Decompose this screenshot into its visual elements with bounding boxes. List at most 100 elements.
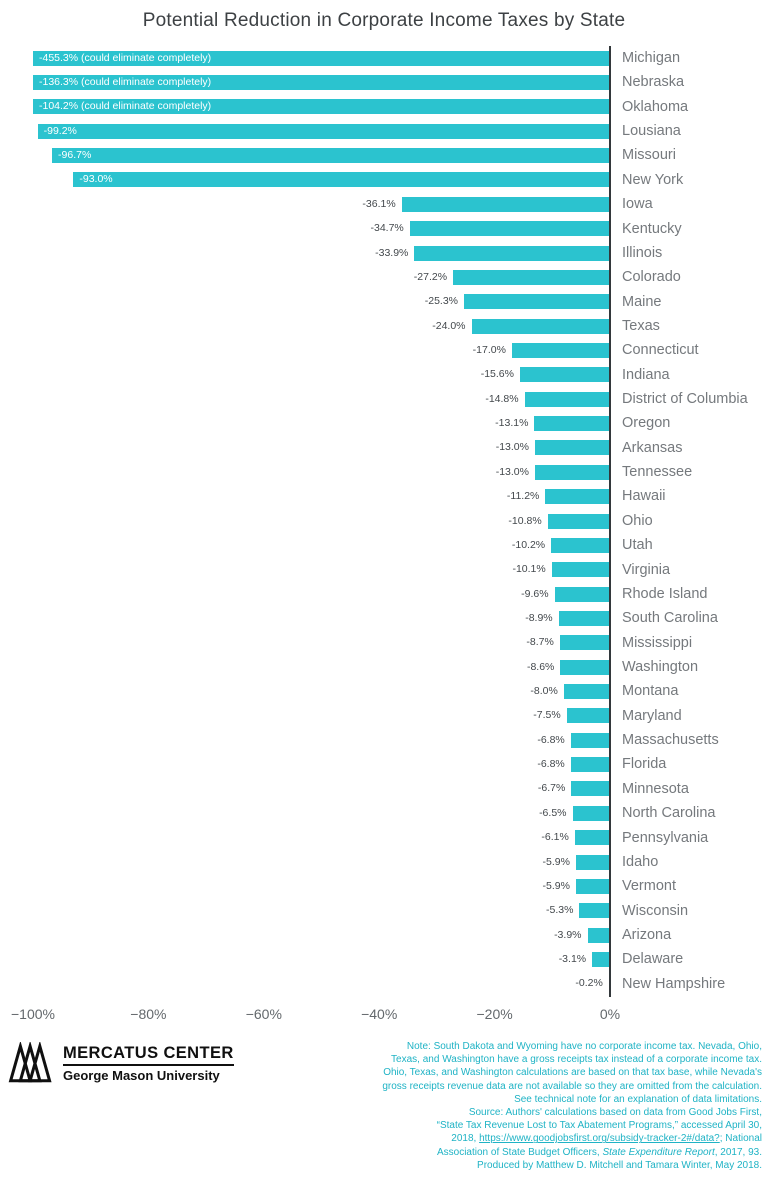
state-label: Maine: [622, 293, 662, 310]
state-label: Iowa: [622, 196, 653, 213]
note-line: Texas, and Washington have a gross recei…: [332, 1053, 762, 1066]
note-line: 2018, https://www.goodjobsfirst.org/subs…: [332, 1132, 762, 1145]
note-line: Ohio, Texas, and Washington calculations…: [332, 1066, 762, 1079]
bar: [37, 123, 610, 139]
bar-value-label: -9.6%: [521, 587, 549, 600]
chart-row: -8.9% South Carolina: [0, 606, 768, 630]
bar: [558, 610, 610, 626]
state-label: Vermont: [622, 878, 676, 895]
state-label: Mississippi: [622, 634, 693, 651]
state-label: Arkansas: [622, 439, 683, 456]
bar-value-label: -99.2%: [43, 124, 77, 137]
bar: [464, 294, 610, 310]
note-text: Source: Authors' calculations based on d…: [468, 1107, 762, 1119]
chart-row: -25.3% Maine: [0, 290, 768, 314]
state-label: Indiana: [622, 366, 670, 383]
chart-row: -3.1% Delaware: [0, 947, 768, 971]
state-label: Delaware: [622, 951, 684, 968]
bar-value-label: -104.2% (could eliminate completely): [39, 100, 212, 113]
chart-row: -93.0% New York: [0, 168, 768, 192]
bar: [511, 342, 610, 358]
x-axis-tick-label: −60%: [245, 1006, 282, 1022]
bar: [547, 513, 610, 529]
note-text: ; National: [719, 1133, 762, 1145]
chart-row: -10.2% Utah: [0, 533, 768, 557]
mercatus-triangles-icon: [8, 1042, 52, 1083]
bar-value-label: -5.3%: [545, 904, 574, 917]
chart-row: -13.0% Arkansas: [0, 436, 768, 460]
bar: [587, 927, 610, 943]
state-label: Utah: [622, 537, 653, 554]
logo-name: MERCATUS CENTER: [63, 1043, 234, 1062]
chart-row: -8.6% Washington: [0, 655, 768, 679]
state-label: Wisconsin: [622, 902, 689, 919]
bar: [570, 732, 610, 748]
state-label: Oklahoma: [622, 98, 689, 115]
chart-row: -5.9% Vermont: [0, 874, 768, 898]
chart-row: -11.2% Hawaii: [0, 484, 768, 508]
state-label: Texas: [622, 317, 660, 334]
note-text: Note: South Dakota and Wyoming have no c…: [406, 1041, 762, 1052]
chart-row: -104.2% (could eliminate completely) Okla…: [0, 95, 768, 119]
chart-row: -13.1% Oregon: [0, 411, 768, 435]
chart-row: -3.9% Arizona: [0, 923, 768, 947]
bar-value-label: -93.0%: [79, 173, 113, 186]
bar-value-label: -6.8%: [537, 758, 565, 771]
note-line: Source: Authors' calculations based on d…: [332, 1106, 762, 1119]
state-label: Lousiana: [622, 123, 681, 140]
state-label: Montana: [622, 683, 679, 700]
state-label: New Hampshire: [622, 975, 726, 992]
chart-row: -6.8% Florida: [0, 752, 768, 776]
zero-axis-line: [609, 46, 611, 997]
bar: [551, 562, 610, 578]
bar-value-label: -33.9%: [375, 246, 409, 259]
state-label: Missouri: [622, 147, 676, 164]
chart-row: -33.9% Illinois: [0, 241, 768, 265]
bar-value-label: -0.2%: [575, 977, 603, 990]
bar: [33, 50, 610, 66]
chart-row: -13.0% Tennessee: [0, 460, 768, 484]
bar: [409, 221, 610, 237]
state-label: Oregon: [622, 415, 671, 432]
chart-row: -7.5% Maryland: [0, 704, 768, 728]
state-label: Arizona: [622, 926, 672, 943]
bar: [560, 659, 610, 675]
note-text: Ohio, Texas, and Washington calculations…: [383, 1067, 762, 1079]
state-label: Illinois: [622, 244, 663, 261]
state-label: Massachusetts: [622, 732, 719, 749]
note-text: Texas, and Washington have a gross recei…: [391, 1054, 762, 1066]
bar: [570, 757, 610, 773]
chart-row: -96.7% Missouri: [0, 143, 768, 167]
notes: Note: South Dakota and Wyoming have no c…: [332, 1040, 762, 1172]
bar: [453, 269, 610, 285]
bar-value-label: -8.6%: [526, 660, 555, 673]
chart-row: -99.2% Lousiana: [0, 119, 768, 143]
x-axis-ticks: −100% −80% −60% −40% −20% 0%: [0, 1006, 768, 1028]
state-label: Michigan: [622, 50, 681, 66]
state-label: Rhode Island: [622, 585, 708, 602]
bar-value-label: -3.9%: [554, 928, 582, 941]
state-label: Ohio: [622, 512, 653, 529]
bar-value-label: -25.3%: [424, 295, 459, 308]
note-line: “State Tax Revenue Lost to Tax Abatement…: [332, 1119, 762, 1132]
state-label: Connecticut: [622, 342, 699, 359]
x-axis-tick-label: −20%: [476, 1006, 513, 1022]
state-label: Virginia: [622, 561, 671, 578]
bar: [545, 489, 610, 505]
chart-row: -5.9% Idaho: [0, 850, 768, 874]
state-label: Florida: [622, 756, 667, 773]
state-label: Washington: [622, 658, 699, 675]
chart-row: -6.8% Massachusetts: [0, 728, 768, 752]
bar: [575, 878, 610, 894]
chart-row: -8.7% Mississippi: [0, 631, 768, 655]
chart-row: -24.0% Texas: [0, 314, 768, 338]
bar: [592, 951, 610, 967]
state-label: Minnesota: [622, 780, 689, 797]
state-label: Pennsylvania: [622, 829, 709, 846]
bar-value-label: -10.8%: [508, 514, 542, 527]
note-line: See technical note for an explanation of…: [332, 1093, 762, 1106]
note-text: gross receipts revenue data are not avai…: [382, 1080, 762, 1092]
bar: [471, 318, 610, 334]
chart-row: -14.8% District of Columbia: [0, 387, 768, 411]
bar-value-label: -15.6%: [480, 368, 514, 381]
